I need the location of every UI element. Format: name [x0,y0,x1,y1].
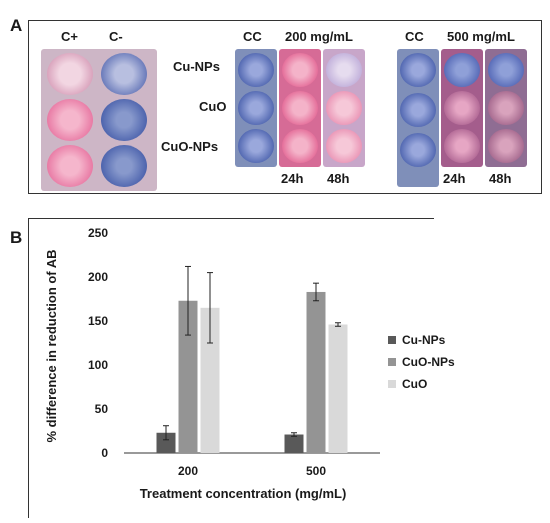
row-label-cuo: CuO [199,99,227,114]
y-tick-label: 250 [88,226,108,240]
well [488,129,524,163]
well [444,53,480,87]
y-axis-label: % difference in reduction of AB [44,249,59,442]
control-well [101,99,147,141]
panel-b-chart [28,218,434,518]
x-axis-label: Treatment concentration (mg/mL) [140,486,347,501]
panel-a-photo: C+ C- Cu-NPs CuO CuO-NPs CC 200 mg/mL 24… [28,20,542,194]
control-positive-label: C+ [61,29,78,44]
control-plate [41,49,157,191]
panel-b-letter: B [10,228,23,247]
control-well [47,53,93,95]
x-tick-label: 500 [306,464,326,478]
plot-area: 0 50 100 150 200 250 200 500 [88,226,380,478]
y-tick-label: 100 [88,358,108,372]
bar [306,291,326,453]
well [282,91,318,125]
well [326,91,362,125]
well [400,53,436,87]
bar [200,307,220,453]
well [400,93,436,127]
plate-500-48h [485,49,527,167]
control-well [101,145,147,187]
well [488,53,524,87]
legend-swatch [388,380,396,388]
cc-plate-200 [235,49,277,167]
bar [156,432,176,453]
time-48h-200: 48h [327,171,350,186]
cc-label-200: CC [243,29,262,44]
legend-swatch [388,358,396,366]
well [326,129,362,163]
bar [328,324,348,453]
control-well [101,53,147,95]
well [488,91,524,125]
legend: Cu-NPs CuO-NPs CuO [388,333,455,391]
time-24h-500: 24h [443,171,466,186]
y-tick-label: 50 [95,402,109,416]
control-negative-label: C- [109,29,123,44]
conc-label-200: 200 mg/mL [285,29,353,44]
y-tick-label: 200 [88,270,108,284]
well [444,91,480,125]
well [326,53,362,87]
plate-200-24h [279,49,321,167]
well [282,53,318,87]
bar [284,434,304,453]
control-well [47,145,93,187]
control-well [47,99,93,141]
legend-label: CuO [402,377,427,391]
well [238,91,274,125]
conc-label-500: 500 mg/mL [447,29,515,44]
x-tick-label: 200 [178,464,198,478]
time-24h-200: 24h [281,171,304,186]
legend-label: Cu-NPs [402,333,446,347]
legend-swatch [388,336,396,344]
y-tick-label: 150 [88,314,108,328]
plate-500-24h [441,49,483,167]
well [282,129,318,163]
plate-200-48h [323,49,365,167]
well [238,53,274,87]
row-label-cu-nps: Cu-NPs [173,59,220,74]
legend-label: CuO-NPs [402,355,455,369]
panel-a-letter: A [10,16,23,35]
well [238,129,274,163]
y-tick-label: 0 [101,446,108,460]
cc-label-500: CC [405,29,424,44]
time-48h-500: 48h [489,171,512,186]
row-label-cuo-nps: CuO-NPs [161,139,219,154]
well [400,133,436,167]
cc-plate-500 [397,49,439,187]
well [444,129,480,163]
bar [178,300,198,453]
